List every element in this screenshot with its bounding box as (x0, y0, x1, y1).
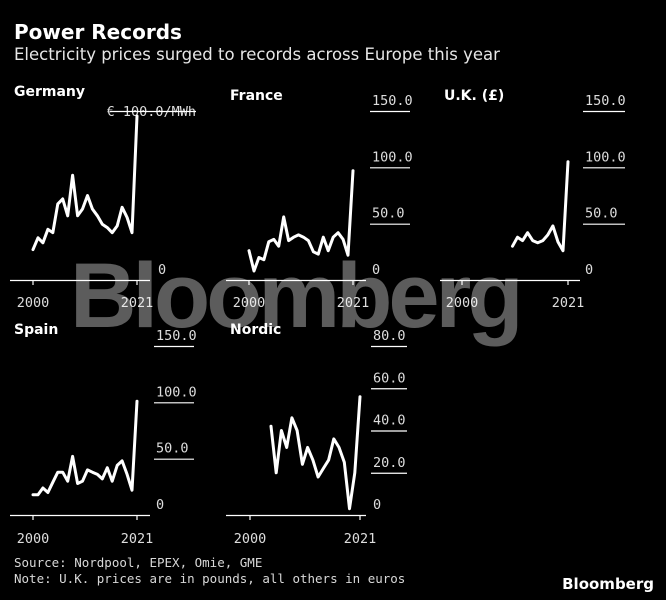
france-y-tick-label: 150.0 (372, 93, 413, 109)
u-k-panel-title: U.K. (£) (444, 88, 504, 104)
spain-x-tick-label: 2000 (17, 531, 50, 547)
u-k-x-tick-label: 2021 (552, 295, 585, 311)
spain-y-tick-label: 150.0 (156, 328, 197, 344)
spain-x-tick-label: 2021 (121, 531, 154, 547)
u-k-y-tick-label: 50.0 (585, 206, 618, 222)
footer: Source: Nordpool, EPEX, Omie, GME Note: … (14, 555, 405, 587)
u-k-y-tick-label: 100.0 (585, 149, 626, 165)
header: Power Records Electricity prices surged … (14, 20, 500, 66)
nordic-y-tick-label: 0 (373, 497, 381, 513)
germany-x-tick-label: 2021 (121, 295, 154, 311)
nordic-x-tick-label: 2021 (344, 531, 377, 547)
france-x-tick-label: 2000 (233, 295, 266, 311)
chart-subtitle: Electricity prices surged to records acr… (14, 45, 500, 64)
chart-title: Power Records (14, 20, 182, 44)
spain-price-line (31, 399, 139, 497)
nordic-y-tick-label: 20.0 (373, 455, 406, 471)
nordic-panel-title: Nordic (230, 322, 281, 338)
u-k-y-tick-label: 150.0 (585, 93, 626, 109)
spain-y-tick-label: 100.0 (156, 384, 197, 400)
germany-panel-title: Germany (14, 84, 85, 100)
currency-note: Note: U.K. prices are in pounds, all oth… (14, 571, 406, 586)
u-k-x-tick-label: 2000 (446, 295, 479, 311)
nordic-x-tick-label: 2000 (234, 531, 267, 547)
france-panel-title: France (230, 88, 283, 104)
u-k-price-line (511, 160, 570, 253)
germany-x-tick-label: 2000 (17, 295, 50, 311)
france-y-tick-label: 0 (372, 262, 380, 278)
nordic-y-tick-label: 80.0 (373, 328, 406, 344)
nordic-price-line (269, 395, 362, 511)
france-y-tick-label: 50.0 (372, 206, 405, 222)
france-x-tick-label: 2021 (337, 295, 370, 311)
spain-y-tick-label: 0 (156, 497, 164, 513)
nordic-y-tick-label: 40.0 (373, 413, 406, 429)
source-note: Source: Nordpool, EPEX, Omie, GME (14, 555, 263, 570)
spain-panel-title: Spain (14, 322, 58, 338)
bloomberg-logo: Bloomberg (562, 575, 654, 593)
france-price-line (247, 169, 355, 273)
u-k-y-tick-label: 0 (585, 262, 593, 278)
nordic-y-tick-label: 60.0 (373, 370, 406, 386)
france-y-tick-label: 100.0 (372, 149, 413, 165)
germany-y-tick-label: 0 (158, 262, 166, 278)
germany-price-line (31, 114, 139, 252)
spain-y-tick-label: 50.0 (156, 441, 189, 457)
